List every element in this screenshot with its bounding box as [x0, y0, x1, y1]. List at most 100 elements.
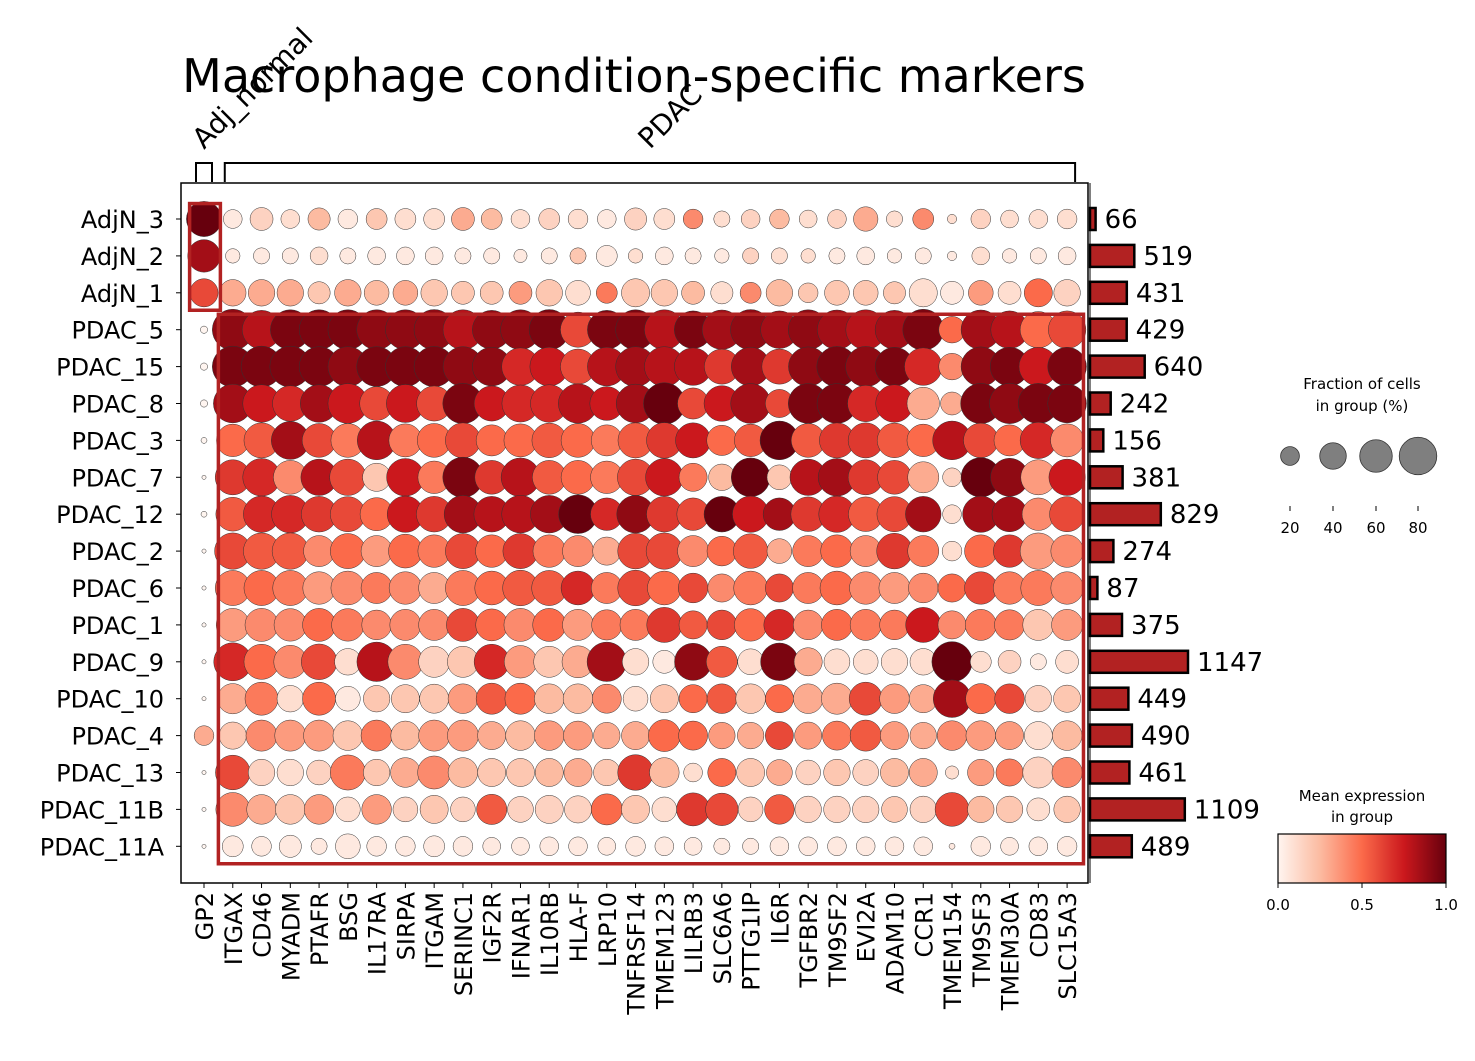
- dot-PDAC_10-ADAM10: [879, 683, 910, 714]
- col-label-IFNAR1: IFNAR1: [507, 892, 535, 979]
- dot-PDAC_10-LRP10: [591, 683, 622, 714]
- dot-PDAC_13-TGFBR2: [795, 759, 821, 786]
- dot-PDAC_13-IL6R: [766, 759, 793, 786]
- dot-PDAC_7-TMEM123: [645, 458, 684, 497]
- dot-PDAC_1-IL17RA: [361, 609, 392, 641]
- dot-PDAC_6-GP2: [201, 585, 207, 591]
- dot-PDAC_9-PTTG1IP: [737, 648, 764, 675]
- dot-PDAC_13-LILRB3: [683, 762, 703, 783]
- dot-PDAC_11B-ITGAX: [215, 792, 250, 827]
- dot-AdjN_3-TM9SF3: [970, 208, 991, 230]
- dot-PDAC_4-IGF2R: [477, 721, 507, 750]
- dot-PDAC_10-SLC15A3: [1053, 684, 1081, 713]
- dot-PDAC_7-SLC15A3: [1048, 458, 1086, 496]
- dot-PDAC_11B-MYADM: [275, 794, 306, 825]
- dot-PDAC_2-MYADM: [271, 532, 309, 570]
- dot-PDAC_11A-ADAM10: [884, 836, 905, 856]
- dot-PDAC_10-TMEM30A: [994, 683, 1025, 714]
- dot-PDAC_7-GP2: [201, 474, 207, 480]
- dot-PDAC_11B-IL17RA: [361, 794, 392, 825]
- dot-AdjN_2-ITGAM: [425, 246, 444, 266]
- dot-PDAC_3-SLC6A6: [706, 425, 738, 456]
- dot-PDAC_11A-PTAFR: [310, 837, 328, 855]
- dot-AdjN_2-SERINC1: [454, 247, 472, 265]
- dot-PDAC_11A-GP2: [201, 843, 207, 849]
- dot-PDAC_13-SLC15A3: [1051, 757, 1083, 788]
- dot-PDAC_8-TMEM154: [940, 391, 964, 416]
- dot-AdjN_1-TM9SF3: [968, 280, 994, 306]
- dot-AdjN_2-ADAM10: [886, 248, 902, 264]
- dot-PDAC_4-LILRB3: [678, 720, 708, 751]
- bracket-Adj_normal: [195, 162, 213, 182]
- dot-PDAC_9-PTAFR: [301, 643, 338, 680]
- dot-AdjN_1-LRP10: [596, 282, 618, 304]
- dot-AdjN_2-IGF2R: [483, 247, 501, 265]
- dot-PDAC_4-IL6R: [765, 721, 794, 750]
- dot-PDAC_2-IL17RA: [360, 535, 393, 567]
- dot-AdjN_2-CD83: [1029, 247, 1047, 265]
- count-label-PDAC_6: 87: [1106, 574, 1139, 604]
- col-label-IL6R: IL6R: [766, 892, 794, 944]
- dot-AdjN_2-BSG: [339, 247, 357, 265]
- dot-AdjN_1-CD46: [248, 279, 276, 307]
- dot-PDAC_11A-SLC6A6: [713, 837, 731, 855]
- dot-PDAC_11A-TM9SF2: [827, 836, 847, 856]
- dot-PDAC_10-IFNAR1: [504, 682, 537, 715]
- dot-AdjN_3-CD83: [1028, 209, 1048, 229]
- dot-PDAC_4-TMEM154: [936, 720, 968, 751]
- row-label-PDAC_2: PDAC_2: [71, 538, 164, 566]
- dot-PDAC_11A-TMEM30A: [1000, 837, 1019, 856]
- dot-AdjN_3-GP2: [186, 201, 222, 237]
- dot-PDAC_6-TM9SF3: [964, 571, 998, 605]
- count-bar-AdjN_3: [1088, 206, 1097, 232]
- dot-PDAC_6-SIRPA: [388, 571, 422, 605]
- dot-PDAC_6-SLC15A3: [1050, 571, 1084, 605]
- dot-AdjN_1-LILRB3: [681, 281, 705, 305]
- dot-AdjN_2-ITGAX: [225, 248, 241, 264]
- dot-PDAC_6-IL17RA: [360, 572, 393, 604]
- dot-AdjN_3-IL17RA: [365, 208, 388, 230]
- dot-PDAC_4-BSG: [332, 720, 363, 751]
- dot-AdjN_3-TGFBR2: [799, 209, 818, 229]
- row-label-PDAC_7: PDAC_7: [71, 464, 164, 492]
- dot-PDAC_1-LRP10: [591, 609, 623, 641]
- dot-PDAC_6-TGFBR2: [792, 572, 824, 604]
- dot-PDAC_11B-TNFRSF14: [621, 795, 650, 824]
- row-label-AdjN_2: AdjN_2: [81, 243, 164, 271]
- dot-PDAC_4-CD83: [1023, 721, 1053, 750]
- dot-PDAC_12-SLC15A3: [1049, 496, 1085, 533]
- dot-PDAC_2-PTAFR: [303, 535, 335, 567]
- size-legend-dot-40: [1319, 442, 1347, 470]
- dot-PDAC_6-TMEM154: [937, 573, 967, 603]
- dot-PDAC_9-CD83: [1029, 653, 1047, 671]
- row-label-PDAC_3: PDAC_3: [71, 427, 164, 455]
- count-label-PDAC_10: 449: [1137, 685, 1187, 715]
- count-label-PDAC_4: 490: [1141, 722, 1191, 752]
- dot-PDAC_10-SLC6A6: [706, 683, 737, 714]
- dot-AdjN_2-TMEM30A: [1002, 248, 1018, 264]
- dot-PDAC_6-PTTG1IP: [733, 570, 768, 606]
- dot-PDAC_1-TMEM154: [937, 610, 967, 640]
- dot-PDAC_13-ADAM10: [880, 758, 909, 787]
- dot-AdjN_2-IL10RB: [540, 247, 558, 265]
- dot-PDAC_12-TMEM154: [942, 504, 962, 524]
- dot-PDAC_1-GP2: [201, 622, 207, 628]
- size-legend-dot-20: [1280, 446, 1300, 466]
- dot-PDAC_2-BSG: [330, 533, 366, 569]
- dot-AdjN_3-BSG: [337, 208, 358, 230]
- dot-AdjN_3-HLA-F: [567, 208, 589, 230]
- dot-PDAC_10-GP2: [201, 696, 207, 702]
- dot-PDAC_11B-CCR1: [909, 795, 937, 823]
- dot-PDAC_1-SIRPA: [389, 609, 422, 641]
- row-label-PDAC_12: PDAC_12: [56, 501, 164, 529]
- dot-AdjN_3-SIRPA: [394, 208, 417, 230]
- col-label-TMEM123: TMEM123: [651, 892, 679, 1010]
- dot-PDAC_6-LILRB3: [677, 572, 709, 604]
- dot-PDAC_2-PTTG1IP: [733, 533, 769, 569]
- dot-AdjN_1-IGF2R: [479, 281, 504, 305]
- dot-PDAC_11A-TMEM154: [948, 843, 956, 850]
- dot-PDAC_11A-BSG: [335, 833, 361, 859]
- dot-PDAC_15-SLC15A3: [1047, 346, 1087, 387]
- dot-PDAC_2-TMEM154: [941, 541, 963, 562]
- dot-AdjN_1-SIRPA: [392, 280, 419, 306]
